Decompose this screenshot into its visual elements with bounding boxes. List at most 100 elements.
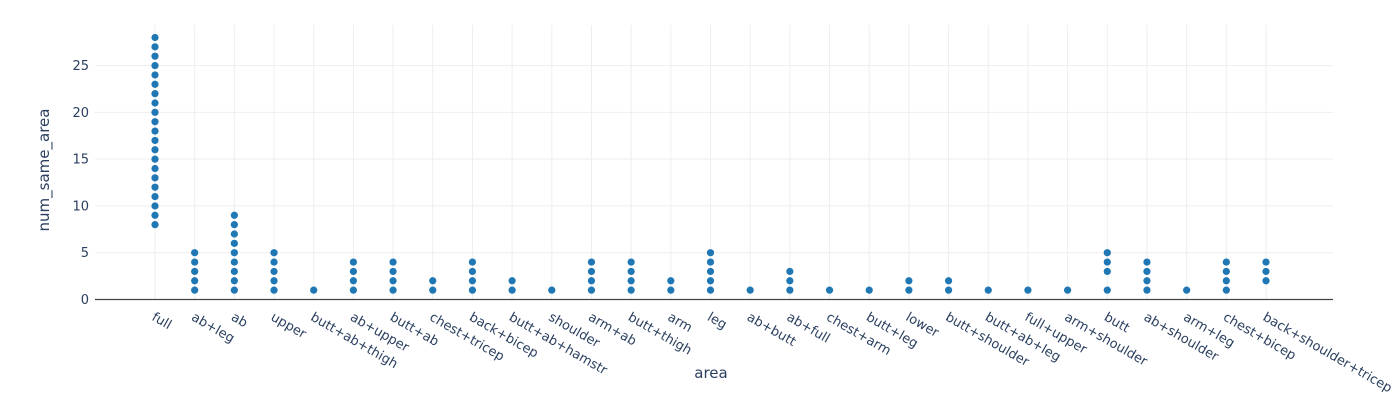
data-point[interactable] <box>230 211 238 219</box>
data-point[interactable] <box>1143 258 1151 266</box>
data-point[interactable] <box>151 99 159 107</box>
data-point[interactable] <box>349 267 357 276</box>
data-point[interactable] <box>508 277 516 285</box>
data-point[interactable] <box>270 286 278 294</box>
data-point[interactable] <box>786 267 794 276</box>
data-point[interactable] <box>746 286 754 294</box>
data-point[interactable] <box>151 108 159 116</box>
data-point[interactable] <box>1262 267 1270 276</box>
data-point[interactable] <box>667 286 675 294</box>
data-point[interactable] <box>349 286 357 294</box>
data-point[interactable] <box>230 286 238 294</box>
data-point[interactable] <box>468 286 477 294</box>
data-point[interactable] <box>587 258 596 266</box>
data-point[interactable] <box>1143 286 1151 294</box>
data-point[interactable] <box>151 221 159 229</box>
data-point[interactable] <box>865 286 873 294</box>
data-point[interactable] <box>786 286 794 294</box>
data-point[interactable] <box>230 239 238 247</box>
data-point[interactable] <box>627 267 635 276</box>
data-point[interactable] <box>984 286 992 294</box>
data-point[interactable] <box>508 286 516 294</box>
data-point[interactable] <box>191 258 199 266</box>
data-point[interactable] <box>191 277 199 285</box>
data-point[interactable] <box>587 286 596 294</box>
data-point[interactable] <box>706 277 715 285</box>
data-point[interactable] <box>1064 286 1072 294</box>
data-point[interactable] <box>151 174 159 182</box>
data-point[interactable] <box>191 267 199 276</box>
data-point[interactable] <box>151 202 159 210</box>
data-point[interactable] <box>429 286 437 294</box>
data-point[interactable] <box>151 183 159 191</box>
data-point[interactable] <box>151 71 159 79</box>
data-point[interactable] <box>429 277 437 285</box>
data-point[interactable] <box>310 286 318 294</box>
data-point[interactable] <box>151 211 159 219</box>
data-point[interactable] <box>905 286 913 294</box>
data-point[interactable] <box>151 155 159 163</box>
data-point[interactable] <box>389 258 397 266</box>
data-point[interactable] <box>230 258 238 266</box>
data-point[interactable] <box>627 277 635 285</box>
data-point[interactable] <box>230 249 238 257</box>
data-point[interactable] <box>191 249 199 257</box>
data-point[interactable] <box>151 118 159 126</box>
data-point[interactable] <box>151 136 159 145</box>
data-point[interactable] <box>1103 249 1111 257</box>
data-point[interactable] <box>349 277 357 285</box>
data-point[interactable] <box>706 249 715 257</box>
data-point[interactable] <box>270 267 278 276</box>
data-point[interactable] <box>151 52 159 60</box>
data-point[interactable] <box>270 277 278 285</box>
data-point[interactable] <box>587 277 596 285</box>
data-point[interactable] <box>627 286 635 294</box>
data-point[interactable] <box>270 258 278 266</box>
data-point[interactable] <box>706 258 715 266</box>
data-point[interactable] <box>667 277 675 285</box>
data-point[interactable] <box>151 192 159 201</box>
data-point[interactable] <box>1143 277 1151 285</box>
data-point[interactable] <box>1222 286 1230 294</box>
data-point[interactable] <box>1143 267 1151 276</box>
data-point[interactable] <box>1103 267 1111 276</box>
data-point[interactable] <box>786 277 794 285</box>
data-point[interactable] <box>151 33 159 42</box>
data-point[interactable] <box>1103 258 1111 266</box>
data-point[interactable] <box>1183 286 1191 294</box>
data-point[interactable] <box>389 267 397 276</box>
data-point[interactable] <box>548 286 556 294</box>
data-point[interactable] <box>151 43 159 51</box>
data-point[interactable] <box>230 221 238 229</box>
data-point[interactable] <box>944 277 953 285</box>
data-point[interactable] <box>389 277 397 285</box>
data-point[interactable] <box>468 258 477 266</box>
data-point[interactable] <box>706 286 715 294</box>
data-point[interactable] <box>1262 258 1270 266</box>
data-point[interactable] <box>1222 277 1230 285</box>
data-point[interactable] <box>230 277 238 285</box>
data-point[interactable] <box>389 286 397 294</box>
data-point[interactable] <box>151 146 159 154</box>
data-point[interactable] <box>627 258 635 266</box>
data-point[interactable] <box>230 267 238 276</box>
data-point[interactable] <box>151 90 159 98</box>
data-point[interactable] <box>151 61 159 70</box>
data-point[interactable] <box>151 164 159 173</box>
data-point[interactable] <box>944 286 953 294</box>
data-point[interactable] <box>706 267 715 276</box>
data-point[interactable] <box>587 267 596 276</box>
data-point[interactable] <box>1222 267 1230 276</box>
data-point[interactable] <box>151 80 159 88</box>
data-point[interactable] <box>468 267 477 276</box>
data-point[interactable] <box>151 127 159 135</box>
data-point[interactable] <box>1222 258 1230 266</box>
data-point[interactable] <box>230 230 238 238</box>
data-point[interactable] <box>191 286 199 294</box>
data-point[interactable] <box>905 277 913 285</box>
data-point[interactable] <box>1103 286 1111 294</box>
data-point[interactable] <box>270 249 278 257</box>
data-point[interactable] <box>1024 286 1032 294</box>
data-point[interactable] <box>468 277 477 285</box>
data-point[interactable] <box>349 258 357 266</box>
